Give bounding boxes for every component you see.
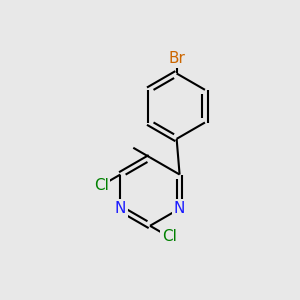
Text: N: N — [115, 201, 126, 216]
Text: N: N — [174, 201, 185, 216]
Text: Cl: Cl — [162, 230, 177, 244]
Text: Br: Br — [168, 51, 185, 66]
Text: Cl: Cl — [94, 178, 109, 193]
